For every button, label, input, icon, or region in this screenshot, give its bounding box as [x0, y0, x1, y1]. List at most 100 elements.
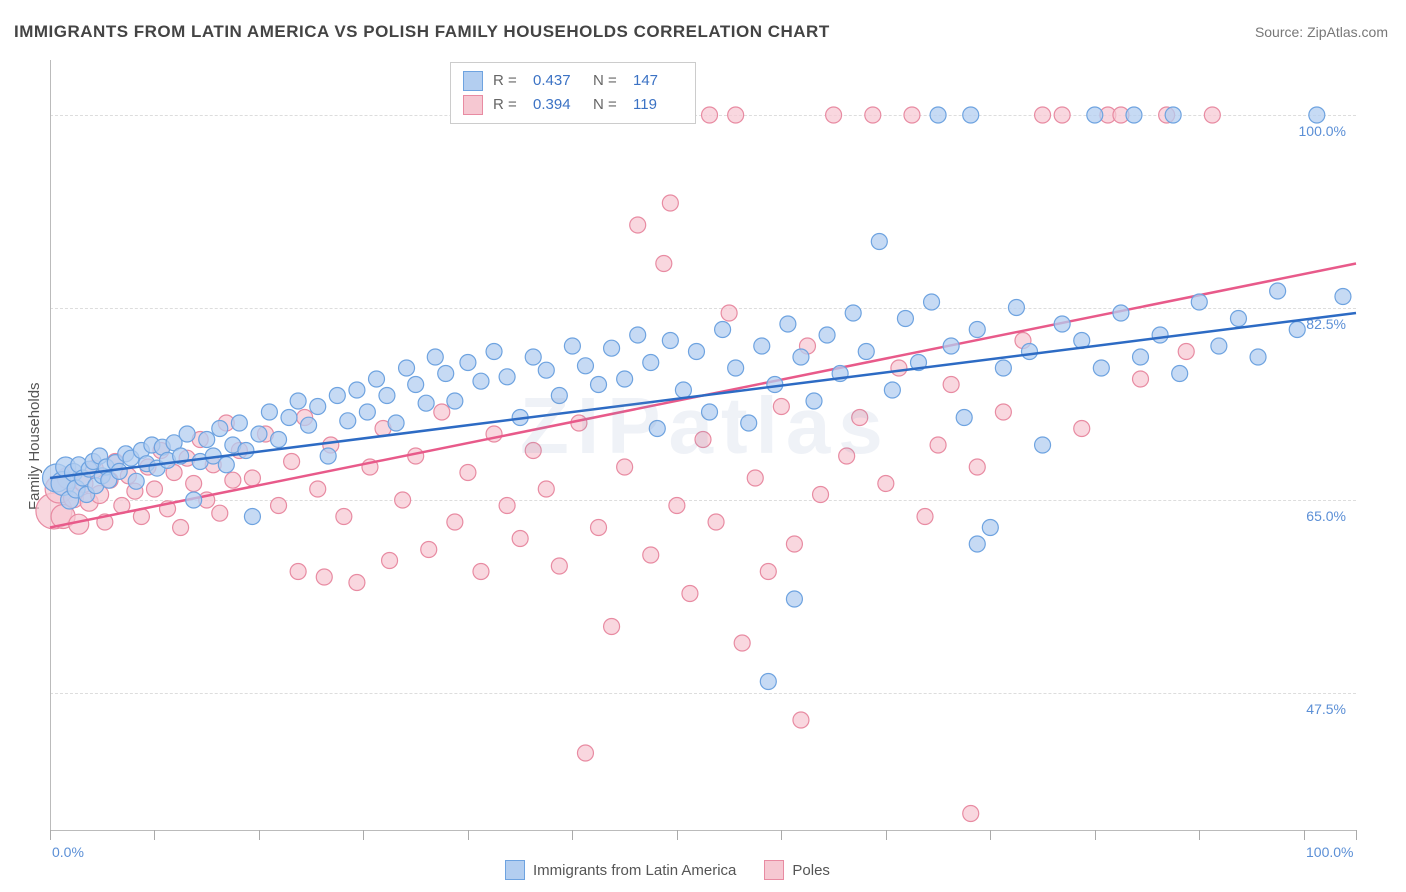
- pink-point: [408, 448, 424, 464]
- blue-point: [969, 536, 985, 552]
- blue-point: [128, 473, 144, 489]
- blue-point: [1008, 300, 1024, 316]
- pink-point: [499, 498, 515, 514]
- blue-point: [930, 107, 946, 123]
- legend-label: Poles: [792, 862, 830, 879]
- blue-point: [871, 234, 887, 250]
- blue-point: [486, 344, 502, 360]
- blue-point: [577, 358, 593, 374]
- blue-point: [538, 362, 554, 378]
- legend-swatch: [463, 95, 483, 115]
- pink-point: [839, 448, 855, 464]
- pink-point: [225, 472, 241, 488]
- pink-point: [512, 531, 528, 547]
- blue-point: [591, 377, 607, 393]
- pink-point: [551, 558, 567, 574]
- blue-point: [290, 393, 306, 409]
- blue-point: [1133, 349, 1149, 365]
- blue-point: [1211, 338, 1227, 354]
- pink-point: [852, 410, 868, 426]
- blue-point: [359, 404, 375, 420]
- x-tick: [990, 830, 991, 840]
- blue-point: [251, 426, 267, 442]
- pink-point: [1035, 107, 1051, 123]
- blue-point: [675, 382, 691, 398]
- blue-point: [320, 448, 336, 464]
- pink-point: [146, 481, 162, 497]
- blue-point: [301, 417, 317, 433]
- blue-point: [111, 463, 127, 479]
- pink-point: [173, 520, 189, 536]
- blue-point: [1152, 327, 1168, 343]
- x-tick: [1356, 830, 1357, 840]
- blue-point: [1335, 289, 1351, 305]
- pink-point: [571, 415, 587, 431]
- pink-point: [1204, 107, 1220, 123]
- pink-point: [538, 481, 554, 497]
- blue-point: [551, 388, 567, 404]
- blue-point: [956, 410, 972, 426]
- pink-point: [695, 432, 711, 448]
- pink-point: [271, 498, 287, 514]
- blue-point: [780, 316, 796, 332]
- blue-point: [715, 322, 731, 338]
- pink-point: [728, 107, 744, 123]
- blue-point: [1087, 107, 1103, 123]
- legend-swatch: [764, 860, 784, 880]
- blue-point: [1172, 366, 1188, 382]
- pink-point: [1133, 371, 1149, 387]
- blue-point: [943, 338, 959, 354]
- blue-point: [447, 393, 463, 409]
- blue-point: [924, 294, 940, 310]
- blue-point: [702, 404, 718, 420]
- blue-point: [329, 388, 345, 404]
- legend-value: 119: [633, 93, 683, 117]
- pink-point: [1054, 107, 1070, 123]
- blue-point: [231, 415, 247, 431]
- blue-point: [1035, 437, 1051, 453]
- pink-point: [865, 107, 881, 123]
- blue-point: [649, 421, 665, 437]
- blue-point: [418, 395, 434, 411]
- blue-point: [897, 311, 913, 327]
- blue-point: [212, 421, 228, 437]
- blue-point: [281, 410, 297, 426]
- pink-point: [460, 465, 476, 481]
- legend-label: N =: [593, 93, 623, 117]
- blue-point: [630, 327, 646, 343]
- blue-point: [499, 369, 515, 385]
- x-tick: [781, 830, 782, 840]
- pink-point: [577, 745, 593, 761]
- blue-point: [1054, 316, 1070, 332]
- legend-swatch: [505, 860, 525, 880]
- x-tick: [468, 830, 469, 840]
- blue-point: [349, 382, 365, 398]
- blue-point: [238, 443, 254, 459]
- blue-point: [427, 349, 443, 365]
- pink-point: [708, 514, 724, 530]
- blue-point: [310, 399, 326, 415]
- pink-point: [186, 476, 202, 492]
- blue-point: [741, 415, 757, 431]
- blue-point: [1093, 360, 1109, 376]
- blue-point: [969, 322, 985, 338]
- blue-point: [340, 413, 356, 429]
- stats-legend: R =0.437N =147R =0.394N =119: [450, 62, 696, 124]
- blue-point: [1022, 344, 1038, 360]
- blue-point: [1250, 349, 1266, 365]
- pink-point: [917, 509, 933, 525]
- blue-point: [388, 415, 404, 431]
- series-legend: Immigrants from Latin America Poles: [505, 860, 830, 880]
- blue-point: [982, 520, 998, 536]
- blue-point: [199, 432, 215, 448]
- x-tick-label: 100.0%: [1306, 844, 1353, 860]
- legend-label: Immigrants from Latin America: [533, 862, 736, 879]
- stats-legend-row: R =0.394N =119: [463, 93, 683, 117]
- blue-trendline: [50, 313, 1356, 478]
- blue-point: [1191, 294, 1207, 310]
- y-axis-label: Family Households: [26, 382, 43, 510]
- pink-point: [212, 505, 228, 521]
- blue-point: [408, 377, 424, 393]
- pink-point: [760, 564, 776, 580]
- pink-point: [702, 107, 718, 123]
